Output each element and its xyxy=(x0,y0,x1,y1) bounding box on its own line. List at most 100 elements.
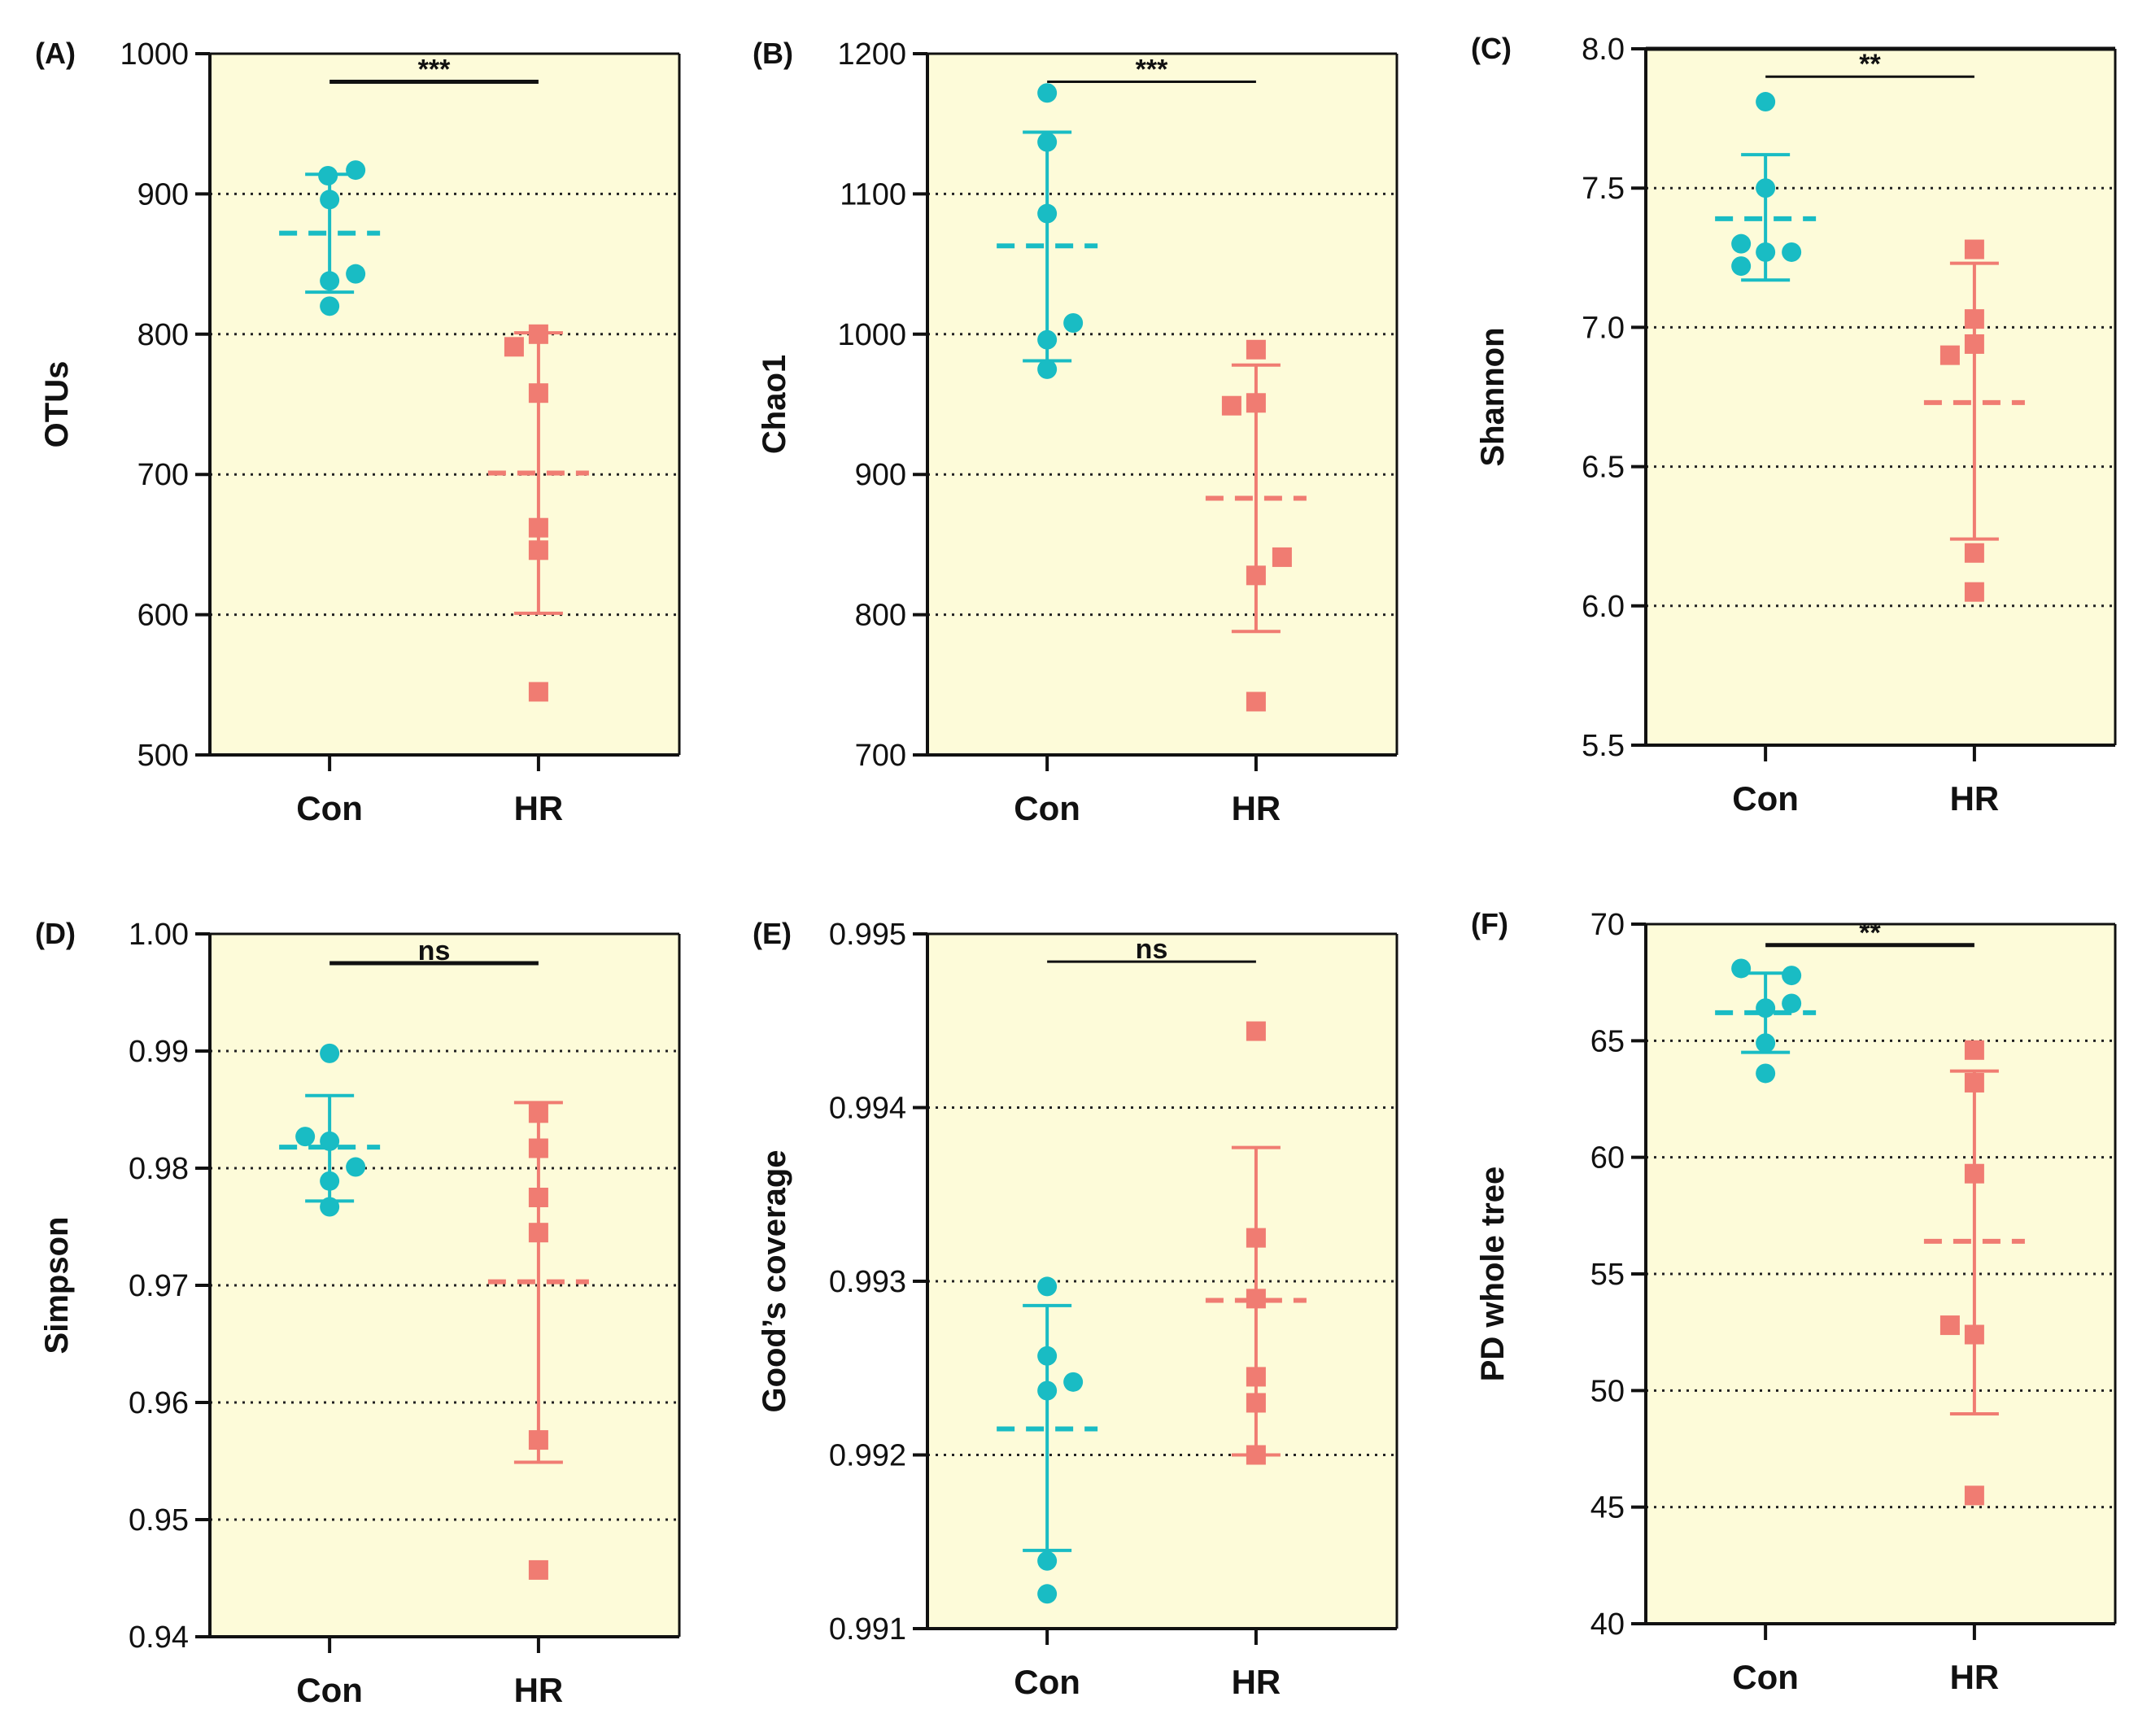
plot-background xyxy=(1646,49,2115,745)
data-point-hr xyxy=(528,1559,548,1580)
data-point-con xyxy=(1782,242,1802,262)
data-point-hr xyxy=(504,337,524,357)
data-point-con xyxy=(1731,958,1752,979)
x-tick-label: HR xyxy=(1232,1663,1281,1701)
data-point-con xyxy=(320,1131,340,1151)
y-tick-label: 45 xyxy=(1590,1491,1625,1525)
data-point-hr xyxy=(528,517,548,538)
chart-panel-e: 0.991 0.992 0.993 0.994 0.995 Con HR Good’s cov… xyxy=(753,917,1398,1701)
y-tick-label: 7.0 xyxy=(1582,311,1625,345)
data-point-hr xyxy=(1246,1021,1266,1041)
data-point-hr xyxy=(1246,393,1266,413)
y-axis-label: PD whole tree xyxy=(1475,1167,1511,1382)
chart-panel-b: 700 800 900 1000 1100 1200 Con HR Chao1 (B) *** xyxy=(753,37,1398,827)
y-tick-label: 0.94 xyxy=(129,1620,189,1655)
data-point-con xyxy=(318,165,338,185)
data-point-hr xyxy=(1964,582,1984,602)
data-point-hr xyxy=(1246,691,1266,712)
data-point-con xyxy=(1756,1063,1776,1084)
data-point-hr xyxy=(528,1430,548,1450)
data-point-hr xyxy=(528,1223,548,1243)
series-hr xyxy=(1205,1021,1307,1465)
y-tick-label: 65 xyxy=(1590,1024,1625,1058)
data-point-con xyxy=(1756,92,1776,112)
data-point-hr xyxy=(1939,345,1960,365)
y-tick-label: 0.99 xyxy=(129,1035,189,1069)
data-point-con xyxy=(346,160,366,181)
x-tick-label: HR xyxy=(1950,779,2000,818)
data-point-hr xyxy=(528,383,548,403)
data-point-con xyxy=(320,1043,340,1063)
significance-label: *** xyxy=(418,54,451,85)
y-tick-label: 6.5 xyxy=(1582,451,1625,485)
data-point-con xyxy=(320,1197,340,1217)
data-point-hr xyxy=(1964,543,1984,563)
data-point-hr xyxy=(528,1188,548,1207)
y-tick-label: 0.95 xyxy=(129,1503,189,1538)
data-point-con xyxy=(1756,242,1776,262)
series-con xyxy=(1715,958,1817,1084)
y-axis-label: Shannon xyxy=(1475,327,1511,466)
series-con xyxy=(279,160,381,316)
chart-panel-c: 5.5 6.0 6.5 7.0 7.5 8.0 Con HR Shannon (C) ** xyxy=(1471,32,2117,818)
significance-label: *** xyxy=(1136,54,1168,85)
significance-label: ns xyxy=(418,936,451,966)
data-point-con xyxy=(1731,233,1752,254)
data-point-con xyxy=(346,1157,366,1177)
data-point-con xyxy=(320,1171,340,1191)
data-point-con xyxy=(1756,178,1776,198)
panel-label: (D) xyxy=(35,917,76,950)
y-tick-label: 0.993 xyxy=(829,1265,906,1299)
x-tick-label: HR xyxy=(1950,1658,2000,1696)
x-tick-label: HR xyxy=(514,789,564,827)
chart-panel-a: 500 600 700 800 900 1000 Con HR OTUs (A) *** xyxy=(35,37,681,827)
data-point-con xyxy=(320,271,340,291)
series-hr xyxy=(487,324,589,702)
data-point-hr xyxy=(528,1103,548,1123)
plot-background xyxy=(210,54,679,755)
plot-background xyxy=(927,54,1397,755)
y-tick-label: 55 xyxy=(1590,1258,1625,1292)
y-axis-label: Good’s coverage xyxy=(757,1149,792,1412)
x-tick-label: Con xyxy=(1014,789,1080,827)
data-point-con xyxy=(1063,313,1084,334)
data-point-con xyxy=(1037,1346,1058,1366)
y-tick-label: 800 xyxy=(855,599,906,633)
data-point-con xyxy=(1731,256,1752,277)
panel-label: (E) xyxy=(753,917,792,950)
y-tick-label: 500 xyxy=(137,739,189,773)
y-tick-label: 0.96 xyxy=(129,1386,189,1420)
chart-panel-f: 40 45 50 55 60 65 70 Con HR PD whole tree (F) ** xyxy=(1471,907,2117,1696)
panel-label: (A) xyxy=(35,37,76,70)
series-hr xyxy=(1923,1040,2025,1506)
data-point-hr xyxy=(1246,1393,1266,1413)
series-con xyxy=(997,83,1098,379)
data-point-con xyxy=(1782,993,1802,1014)
data-point-con xyxy=(1037,1584,1058,1604)
x-tick-label: Con xyxy=(296,789,363,827)
y-tick-label: 6.0 xyxy=(1582,590,1625,624)
data-point-hr xyxy=(1964,1324,1984,1345)
data-point-con xyxy=(1756,1033,1776,1053)
data-point-con xyxy=(346,264,366,284)
y-tick-label: 1.00 xyxy=(129,918,189,952)
data-point-con xyxy=(1037,1381,1058,1401)
series-con xyxy=(1715,92,1817,282)
data-point-hr xyxy=(1964,1072,1984,1093)
chart-panel-d: 0.94 0.95 0.96 0.97 0.98 0.99 1.00 Con HR Simpson… xyxy=(35,917,681,1709)
data-point-con xyxy=(1037,203,1058,224)
x-tick-label: HR xyxy=(514,1671,564,1709)
data-point-hr xyxy=(1964,334,1984,354)
y-tick-label: 800 xyxy=(137,318,189,352)
y-tick-label: 700 xyxy=(137,458,189,492)
y-tick-label: 700 xyxy=(855,739,906,773)
y-tick-label: 600 xyxy=(137,599,189,633)
y-tick-label: 40 xyxy=(1590,1607,1625,1642)
data-point-hr xyxy=(1939,1315,1960,1336)
data-point-con xyxy=(1037,329,1058,350)
y-tick-label: 60 xyxy=(1590,1141,1625,1176)
data-point-hr xyxy=(1246,1445,1266,1465)
data-point-hr xyxy=(1246,1228,1266,1248)
y-tick-label: 1200 xyxy=(837,37,906,72)
